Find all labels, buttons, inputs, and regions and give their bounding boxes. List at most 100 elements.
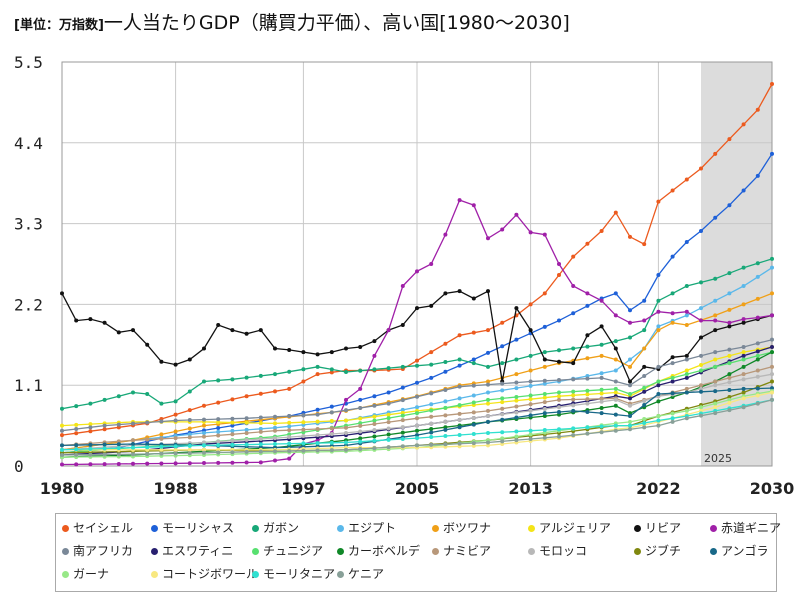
data-point bbox=[770, 151, 774, 156]
data-point bbox=[599, 396, 604, 401]
legend-label: ナミビア bbox=[443, 544, 492, 558]
data-point bbox=[216, 425, 221, 430]
data-point bbox=[88, 462, 93, 467]
data-point bbox=[528, 436, 533, 441]
data-point bbox=[429, 402, 434, 407]
data-point bbox=[528, 353, 533, 358]
data-point bbox=[613, 390, 618, 395]
data-point bbox=[116, 422, 121, 427]
legend-marker-icon bbox=[337, 548, 344, 555]
data-point bbox=[471, 400, 476, 405]
data-point bbox=[599, 375, 604, 380]
data-point bbox=[443, 413, 448, 418]
data-point bbox=[273, 425, 277, 430]
data-point bbox=[727, 203, 732, 208]
data-point bbox=[670, 320, 675, 325]
data-point bbox=[514, 337, 519, 342]
data-point bbox=[145, 342, 150, 347]
legend-item: アルジェリア bbox=[528, 520, 611, 536]
data-point bbox=[315, 407, 320, 412]
data-point bbox=[471, 296, 476, 301]
data-point bbox=[741, 405, 746, 410]
data-point bbox=[628, 357, 632, 362]
data-point bbox=[770, 379, 774, 384]
data-point bbox=[258, 460, 263, 465]
data-point bbox=[585, 303, 590, 308]
data-point bbox=[542, 350, 547, 355]
data-point bbox=[741, 353, 746, 358]
data-point bbox=[542, 406, 547, 411]
data-point bbox=[400, 398, 405, 403]
data-point bbox=[372, 353, 377, 358]
data-point bbox=[244, 420, 249, 425]
data-point bbox=[770, 386, 774, 391]
data-point bbox=[173, 418, 178, 423]
data-point bbox=[613, 386, 618, 391]
data-point bbox=[443, 427, 448, 432]
data-point bbox=[131, 445, 135, 450]
data-point bbox=[287, 449, 292, 454]
legend-marker-icon bbox=[337, 525, 344, 532]
data-point bbox=[699, 383, 703, 388]
legend-label: 南アフリカ bbox=[73, 544, 134, 558]
data-point bbox=[457, 396, 462, 401]
data-point bbox=[642, 318, 647, 323]
data-point bbox=[755, 341, 760, 346]
data-point bbox=[429, 442, 434, 447]
data-point bbox=[486, 430, 490, 435]
data-point bbox=[514, 434, 519, 439]
data-point bbox=[301, 427, 306, 432]
data-point bbox=[457, 425, 462, 430]
data-point bbox=[415, 394, 419, 399]
legend: セイシェル モーリシャス ガボン エジプト ボツワナ アルジェリア リビア 赤道ギニア 南アフリ… bbox=[55, 513, 781, 592]
data-point bbox=[528, 230, 533, 235]
legend-label: チュニジア bbox=[263, 544, 324, 558]
data-point bbox=[159, 432, 164, 437]
data-point bbox=[315, 433, 320, 438]
legend-label: カーボベルデ bbox=[348, 544, 421, 558]
data-point bbox=[471, 431, 476, 436]
data-point bbox=[258, 415, 263, 420]
data-point bbox=[131, 441, 135, 446]
data-point bbox=[216, 322, 221, 327]
data-point bbox=[699, 166, 703, 171]
legend-label: ボツワナ bbox=[443, 521, 492, 535]
data-point bbox=[599, 353, 604, 358]
data-point bbox=[329, 350, 334, 355]
data-point bbox=[173, 447, 178, 452]
data-point bbox=[116, 394, 121, 399]
data-point bbox=[486, 328, 490, 333]
data-point bbox=[386, 445, 391, 450]
legend-label: エスワティニ bbox=[162, 544, 234, 558]
y-tick-label: 4.4 bbox=[14, 134, 43, 153]
data-point bbox=[329, 431, 334, 436]
data-point bbox=[514, 394, 519, 399]
data-point bbox=[216, 433, 221, 438]
unit-label: [単位：万指数] bbox=[14, 18, 104, 33]
data-point bbox=[500, 344, 505, 349]
data-point bbox=[173, 412, 178, 417]
legend-marker-icon bbox=[151, 548, 158, 555]
data-point bbox=[713, 313, 718, 318]
data-point bbox=[542, 232, 547, 237]
data-point bbox=[372, 418, 377, 423]
y-tick-label: 0 bbox=[14, 457, 24, 476]
data-point bbox=[542, 395, 547, 400]
data-point bbox=[514, 372, 519, 377]
data-point bbox=[727, 324, 732, 329]
data-point bbox=[585, 344, 590, 349]
legend-label: エジプト bbox=[348, 521, 397, 535]
data-point bbox=[287, 435, 292, 440]
legend-marker-icon bbox=[634, 548, 641, 555]
data-point bbox=[159, 401, 164, 406]
data-point bbox=[670, 416, 675, 421]
data-point bbox=[656, 273, 661, 278]
data-point bbox=[60, 291, 64, 296]
data-point bbox=[329, 440, 334, 445]
data-point bbox=[571, 254, 576, 259]
data-point bbox=[159, 461, 164, 466]
data-point bbox=[684, 309, 689, 314]
data-point bbox=[386, 426, 391, 431]
data-point bbox=[415, 405, 419, 410]
